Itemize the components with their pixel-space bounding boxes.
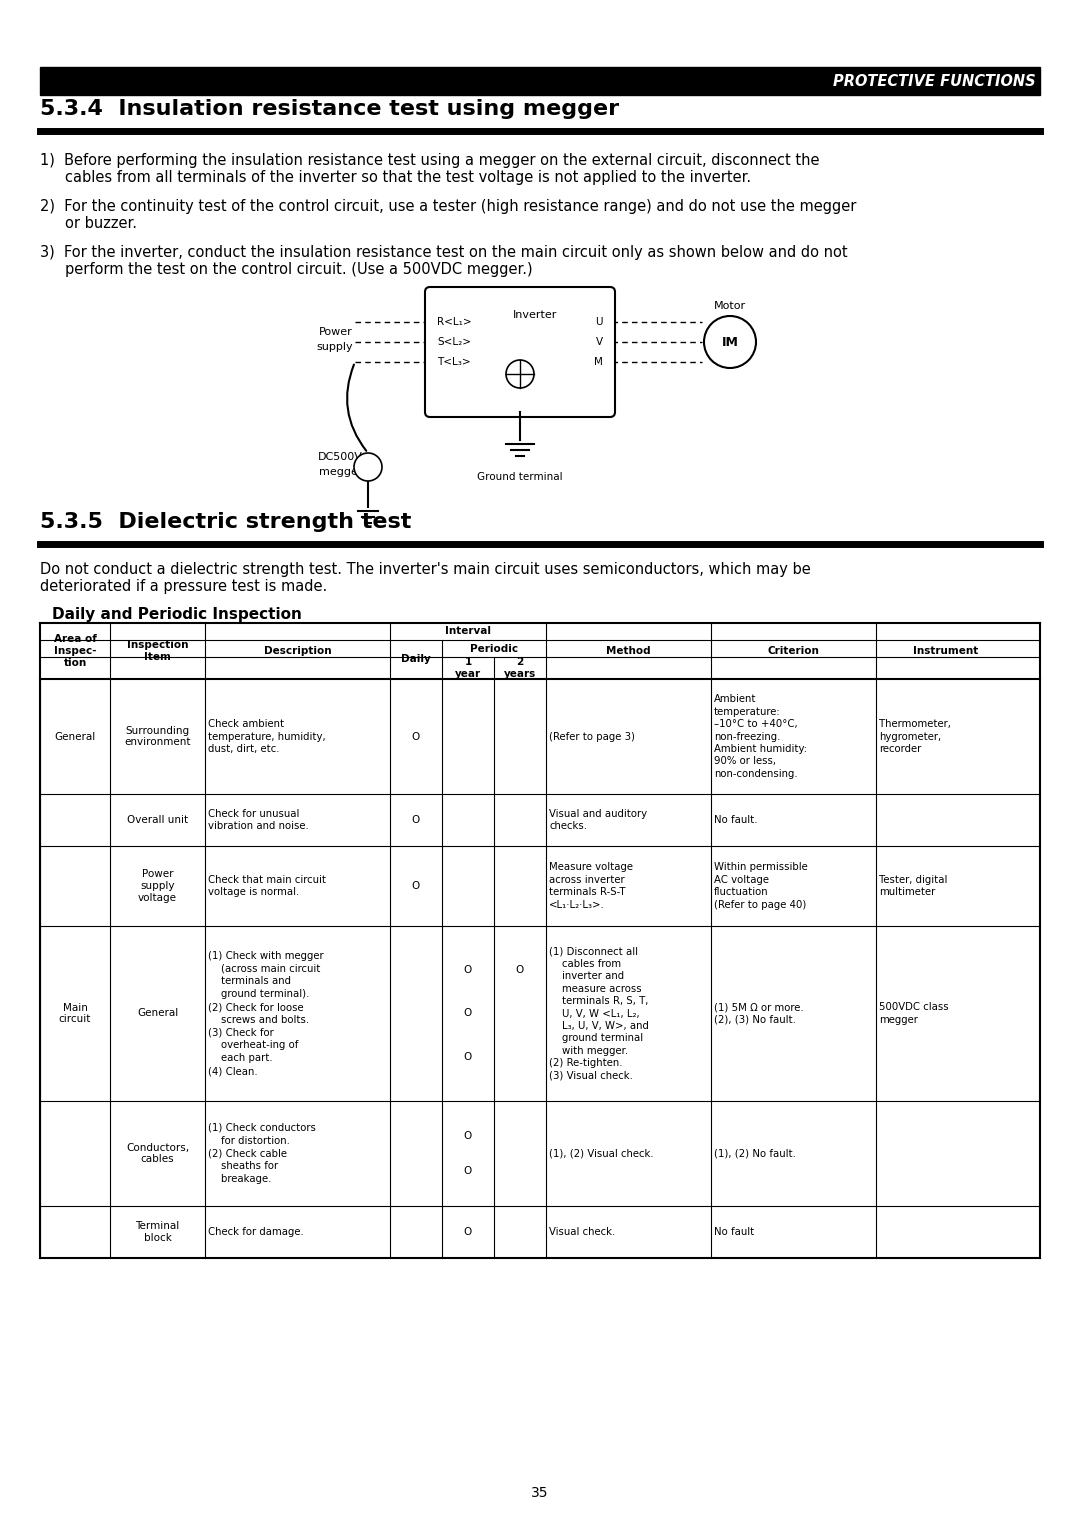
Text: O: O bbox=[411, 882, 420, 891]
Text: T<L₃>: T<L₃> bbox=[437, 358, 471, 367]
Text: Surrounding
environment: Surrounding environment bbox=[124, 726, 191, 747]
Text: megger: megger bbox=[320, 468, 363, 477]
Text: 2
years: 2 years bbox=[504, 657, 536, 678]
Text: (1) Disconnect all
    cables from
    inverter and
    measure across
    termi: (1) Disconnect all cables from inverter … bbox=[549, 946, 649, 1080]
Text: V: V bbox=[596, 338, 603, 347]
FancyBboxPatch shape bbox=[426, 287, 615, 417]
Text: Ground terminal: Ground terminal bbox=[477, 472, 563, 481]
Text: Daily and Periodic Inspection: Daily and Periodic Inspection bbox=[52, 607, 302, 622]
Text: O: O bbox=[464, 1053, 472, 1062]
Text: O: O bbox=[464, 1008, 472, 1019]
Text: Conductors,
cables: Conductors, cables bbox=[126, 1143, 189, 1164]
Text: O: O bbox=[411, 732, 420, 741]
Text: 3)  For the inverter, conduct the insulation resistance test on the main circuit: 3) For the inverter, conduct the insulat… bbox=[40, 244, 848, 260]
Text: (1), (2) No fault.: (1), (2) No fault. bbox=[714, 1149, 796, 1158]
Text: Criterion: Criterion bbox=[768, 646, 820, 656]
Text: Instrument: Instrument bbox=[913, 646, 978, 656]
Text: 1
year: 1 year bbox=[455, 657, 481, 678]
Text: Power: Power bbox=[320, 327, 353, 338]
Text: 35: 35 bbox=[531, 1487, 549, 1500]
Text: 2)  For the continuity test of the control circuit, use a tester (high resistanc: 2) For the continuity test of the contro… bbox=[40, 199, 856, 214]
Text: O: O bbox=[464, 1227, 472, 1238]
Text: 5.3.5  Dielectric strength test: 5.3.5 Dielectric strength test bbox=[40, 512, 411, 532]
Text: Check for unusual
vibration and noise.: Check for unusual vibration and noise. bbox=[208, 808, 309, 831]
Text: Tester, digital
multimeter: Tester, digital multimeter bbox=[879, 876, 947, 897]
Circle shape bbox=[704, 316, 756, 368]
Text: Power
supply
voltage: Power supply voltage bbox=[138, 869, 177, 903]
Bar bbox=[40, 67, 1040, 95]
Text: Interval: Interval bbox=[445, 626, 491, 637]
Text: Ambient
temperature:
–10°C to +40°C,
non-freezing.
Ambient humidity:
90% or less: Ambient temperature: –10°C to +40°C, non… bbox=[714, 694, 807, 779]
Circle shape bbox=[507, 361, 534, 388]
Text: O: O bbox=[516, 964, 524, 975]
Text: PROTECTIVE FUNCTIONS: PROTECTIVE FUNCTIONS bbox=[834, 73, 1036, 89]
Text: perform the test on the control circuit. (Use a 500VDC megger.): perform the test on the control circuit.… bbox=[65, 261, 532, 277]
Text: cables from all terminals of the inverter so that the test voltage is not applie: cables from all terminals of the inverte… bbox=[65, 170, 751, 185]
Text: O: O bbox=[464, 964, 472, 975]
Text: Terminal
block: Terminal block bbox=[135, 1221, 179, 1242]
Text: Periodic: Periodic bbox=[470, 643, 518, 654]
Text: Do not conduct a dielectric strength test. The inverter's main circuit uses semi: Do not conduct a dielectric strength tes… bbox=[40, 562, 811, 578]
Text: (1) Check with megger
    (across main circuit
    terminals and
    ground term: (1) Check with megger (across main circu… bbox=[208, 950, 324, 1076]
Text: 500VDC class
megger: 500VDC class megger bbox=[879, 1002, 948, 1025]
Text: O: O bbox=[464, 1166, 472, 1177]
Text: Daily: Daily bbox=[401, 654, 431, 665]
Text: Within permissible
AC voltage
fluctuation
(Refer to page 40): Within permissible AC voltage fluctuatio… bbox=[714, 862, 808, 909]
Text: (1) 5M Ω or more.
(2), (3) No fault.: (1) 5M Ω or more. (2), (3) No fault. bbox=[714, 1002, 804, 1025]
Text: U: U bbox=[595, 316, 603, 327]
Text: R<L₁>: R<L₁> bbox=[437, 316, 472, 327]
Text: General: General bbox=[54, 732, 96, 741]
Text: (1) Check conductors
    for distortion.
(2) Check cable
    sheaths for
    bre: (1) Check conductors for distortion. (2)… bbox=[208, 1123, 315, 1184]
Text: (Refer to page 3): (Refer to page 3) bbox=[549, 732, 635, 741]
Text: O: O bbox=[411, 814, 420, 825]
Text: Overall unit: Overall unit bbox=[127, 814, 188, 825]
Text: Check that main circuit
voltage is normal.: Check that main circuit voltage is norma… bbox=[208, 874, 326, 897]
Text: Check for damage.: Check for damage. bbox=[208, 1227, 303, 1238]
Text: supply: supply bbox=[316, 342, 353, 351]
Text: Main
circuit: Main circuit bbox=[58, 1002, 91, 1024]
Text: (1), (2) Visual check.: (1), (2) Visual check. bbox=[549, 1149, 653, 1158]
Text: 5.3.4  Insulation resistance test using megger: 5.3.4 Insulation resistance test using m… bbox=[40, 99, 619, 119]
Text: S<L₂>: S<L₂> bbox=[437, 338, 471, 347]
Text: O: O bbox=[464, 1131, 472, 1141]
Circle shape bbox=[354, 452, 382, 481]
Text: or buzzer.: or buzzer. bbox=[65, 215, 137, 231]
Text: deteriorated if a pressure test is made.: deteriorated if a pressure test is made. bbox=[40, 579, 327, 594]
Text: General: General bbox=[137, 1008, 178, 1019]
Text: Check ambient
temperature, humidity,
dust, dirt, etc.: Check ambient temperature, humidity, dus… bbox=[208, 718, 326, 755]
Text: Motor: Motor bbox=[714, 301, 746, 312]
Text: M: M bbox=[594, 358, 603, 367]
Text: Inverter: Inverter bbox=[513, 310, 557, 319]
Text: Visual and auditory
checks.: Visual and auditory checks. bbox=[549, 808, 647, 831]
Text: Description: Description bbox=[264, 646, 332, 656]
Text: Measure voltage
across inverter
terminals R-S-T
<L₁·L₂·L₃>.: Measure voltage across inverter terminal… bbox=[549, 862, 633, 909]
Text: Thermometer,
hygrometer,
recorder: Thermometer, hygrometer, recorder bbox=[879, 720, 950, 753]
Text: No fault: No fault bbox=[714, 1227, 754, 1238]
Text: 1)  Before performing the insulation resistance test using a megger on the exter: 1) Before performing the insulation resi… bbox=[40, 153, 820, 168]
Text: IM: IM bbox=[721, 336, 739, 348]
Text: DC500V: DC500V bbox=[319, 452, 363, 461]
Text: Visual check.: Visual check. bbox=[549, 1227, 616, 1238]
Text: No fault.: No fault. bbox=[714, 814, 757, 825]
Text: Inspection
Item: Inspection Item bbox=[126, 640, 188, 662]
Text: Method: Method bbox=[606, 646, 651, 656]
Text: Area of
Inspec-
tion: Area of Inspec- tion bbox=[54, 634, 96, 668]
